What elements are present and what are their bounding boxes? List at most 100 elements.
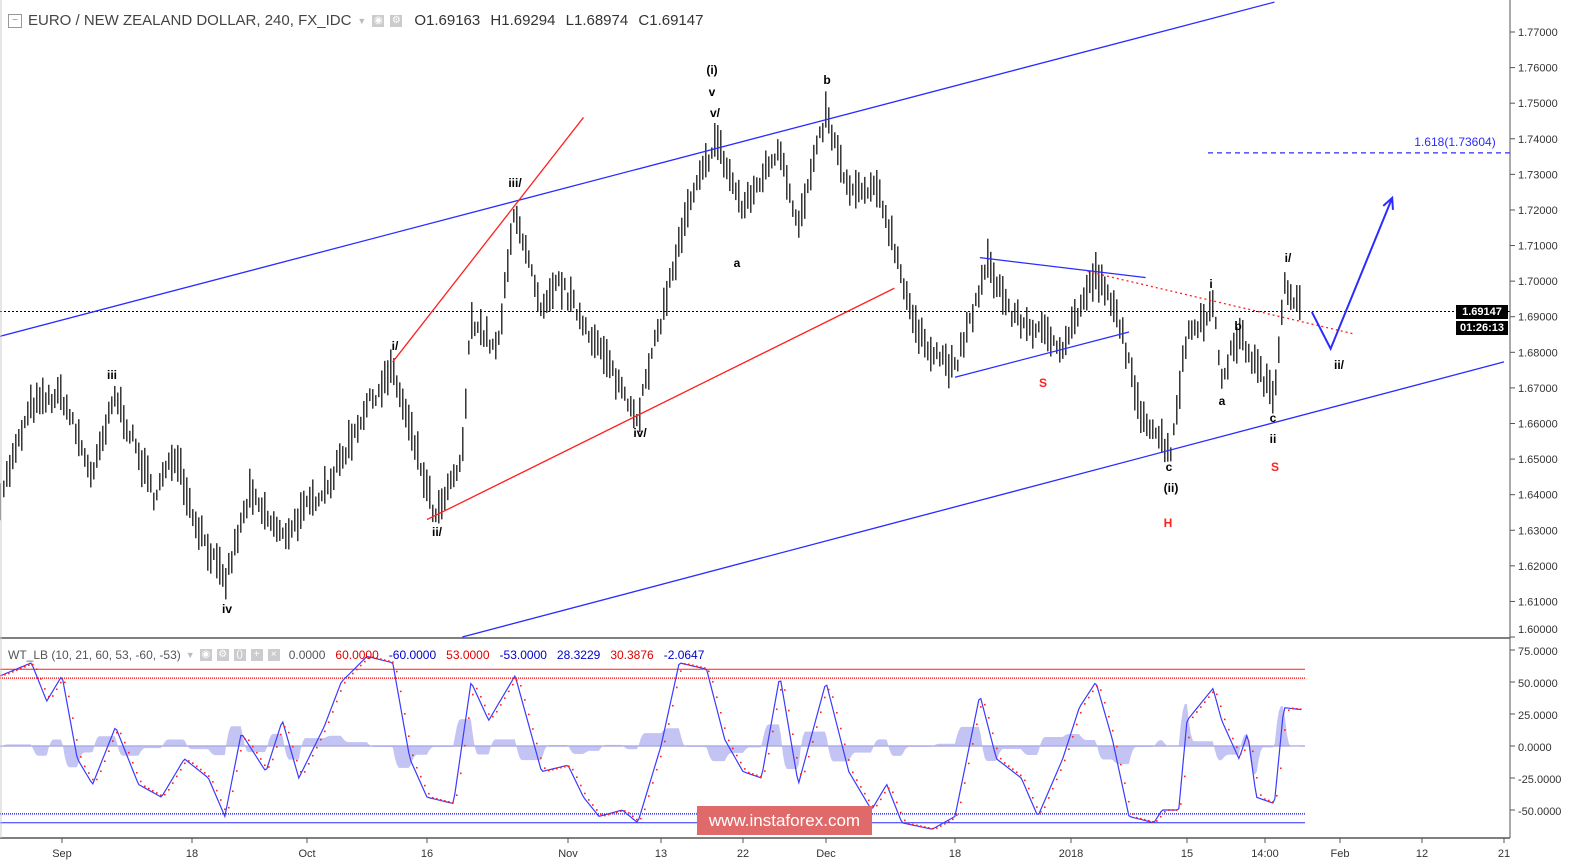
wt2-dot — [1024, 779, 1026, 782]
wt2-dot — [296, 759, 298, 762]
wt2-dot — [104, 760, 106, 763]
wt2-dot — [900, 811, 902, 814]
indicator-name[interactable]: WT_LB (10, 21, 60, 53, -60, -53) — [8, 648, 181, 662]
wt2-dot — [968, 762, 970, 765]
dropdown-icon[interactable]: ▼ — [357, 15, 367, 26]
wt2-dot — [624, 810, 626, 812]
wt2-dot — [1124, 782, 1126, 784]
price-tick-label: 1.66000 — [1518, 418, 1558, 430]
wt2-dot — [1292, 707, 1294, 710]
wt2-dot — [1056, 778, 1058, 781]
wt2-dot — [240, 749, 242, 752]
red-trend-support — [426, 287, 895, 521]
wt2-dot — [432, 796, 434, 799]
gear-icon[interactable]: ⚙ — [216, 649, 229, 661]
wt2-dot — [536, 742, 538, 745]
wt2-dot — [304, 771, 306, 773]
wt2-dot — [1092, 690, 1094, 693]
wt2-dot — [1068, 748, 1070, 750]
wt2-dot — [940, 825, 942, 827]
wave-label: iv — [222, 602, 232, 616]
osc-tick-label: 0.0000 — [1518, 742, 1552, 754]
wt2-dot — [832, 696, 834, 698]
wave-label: ii — [1270, 432, 1277, 446]
wt2-dot — [956, 814, 958, 816]
eye-icon[interactable]: ◉ — [199, 649, 212, 661]
indicator-value: 30.3876 — [610, 648, 654, 662]
wt2-dot — [784, 689, 786, 691]
red-dotted-trend — [1087, 270, 1356, 335]
wt1-line — [0, 655, 1301, 830]
wt2-dot — [148, 787, 150, 790]
time-tick-label: Dec — [816, 848, 836, 860]
wt2-dot — [836, 711, 838, 714]
wt2-dot — [740, 761, 742, 764]
wt2-dot — [1136, 816, 1138, 819]
wt2-dot — [1288, 709, 1290, 712]
high-value: H1.69294 — [490, 12, 556, 29]
wt2-dot — [324, 730, 326, 733]
bar-countdown: 01:26:13 — [1456, 321, 1508, 335]
wt2-dot — [548, 769, 550, 772]
wt2-dot — [92, 778, 94, 781]
dropdown-icon[interactable]: ▼ — [185, 650, 195, 660]
wt2-dot — [1144, 818, 1146, 821]
wt2-dot — [156, 792, 158, 794]
open-value: O1.69163 — [414, 12, 481, 29]
wt2-dot — [1180, 803, 1182, 805]
wt2-dot — [636, 818, 638, 821]
wt2-dot — [844, 743, 846, 746]
symbol-title[interactable]: EURO / NEW ZEALAND DOLLAR, 240, FX_IDC — [28, 12, 352, 29]
wt2-dot — [1076, 723, 1078, 726]
close-icon[interactable]: × — [267, 649, 280, 661]
wt2-dot — [888, 787, 890, 790]
add-icon[interactable]: + — [250, 649, 263, 661]
wt2-dot — [688, 663, 690, 666]
wt2-dot — [176, 775, 178, 778]
wt2-dot — [52, 695, 54, 697]
upper-channel — [0, 1, 1275, 337]
wt2-dot — [520, 685, 522, 687]
wt2-dot — [932, 827, 934, 830]
gear-icon[interactable]: ⚙ — [390, 14, 403, 27]
source-icon[interactable]: () — [233, 649, 246, 661]
eye-icon[interactable]: ◉ — [372, 14, 385, 27]
wt2-dot — [1148, 819, 1150, 822]
wt2-dot — [1256, 777, 1258, 779]
wt2-dot — [676, 686, 678, 689]
wt2-dot — [772, 730, 774, 733]
wt2-dot — [280, 733, 282, 736]
wt2-dot — [348, 676, 350, 679]
wt2-dot — [152, 789, 154, 792]
wt2-dot — [728, 739, 730, 742]
wt2-dot — [1268, 799, 1270, 802]
wave-label: ii/ — [1334, 358, 1345, 372]
wt2-dot — [356, 668, 358, 671]
time-tick-label: Feb — [1331, 848, 1350, 860]
wt2-dot — [712, 681, 714, 683]
wt2-dot — [936, 827, 938, 829]
wt2-dot — [1096, 685, 1098, 688]
wt2-dot — [460, 772, 462, 775]
wave-label: c — [1166, 460, 1173, 474]
wt2-dot — [496, 710, 498, 713]
wt2-dot — [272, 758, 274, 761]
wt2-dot — [412, 754, 414, 757]
wt2-dot — [812, 741, 814, 743]
wt2-dot — [116, 731, 118, 734]
wt2-dot — [1252, 750, 1254, 753]
wt2-dot — [1104, 701, 1106, 704]
wt2-dot — [824, 696, 826, 699]
price-tick-label: 1.75000 — [1518, 98, 1558, 110]
wt2-dot — [436, 798, 438, 800]
collapse-icon[interactable]: − — [8, 13, 22, 28]
wave-label: iv/ — [633, 426, 647, 440]
wt2-dot — [748, 771, 750, 774]
time-tick-label: 18 — [186, 848, 198, 860]
price-tick-label: 1.71000 — [1518, 241, 1558, 253]
wt2-dot — [184, 762, 186, 765]
wave-label: a — [734, 256, 741, 270]
wt2-dot — [876, 804, 878, 807]
price-tick-label: 1.69000 — [1518, 312, 1558, 324]
